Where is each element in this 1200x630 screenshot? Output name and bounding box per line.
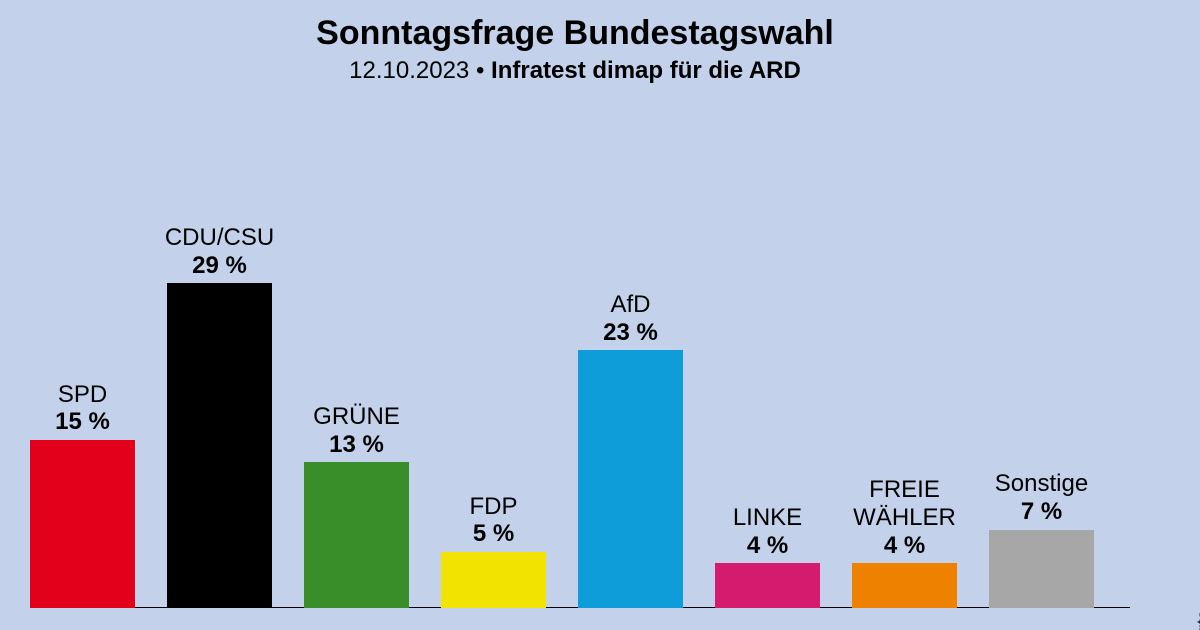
bar [167, 283, 272, 608]
party-value: 4 % [853, 532, 956, 560]
bar [578, 350, 683, 608]
chart-side-note: Telef. und Online-Panel-Befragung vom 10… [1194, 610, 1200, 630]
party-name: Sonstige [995, 470, 1088, 498]
party-value: 29 % [165, 252, 274, 280]
bar-labels: Sonstige7 % [995, 470, 1088, 525]
bar [989, 530, 1094, 608]
chart-subtitle: 12.10.2023 • Infratest dimap für die ARD [0, 57, 1150, 85]
bar-labels: FDP5 % [470, 493, 518, 548]
bar-labels: LINKE4 % [733, 504, 802, 559]
bar-slot: CDU/CSU29 % [167, 224, 272, 608]
bar-slot: FREIE WÄHLER4 % [852, 476, 957, 608]
bar [30, 440, 135, 608]
subtitle-source: Infratest dimap für die ARD [491, 57, 801, 84]
bar-slot: FDP5 % [441, 493, 546, 608]
bar-slot: SPD15 % [30, 381, 135, 608]
bar [441, 552, 546, 608]
party-value: 4 % [733, 532, 802, 560]
bar-slot: LINKE4 % [715, 504, 820, 608]
bar-slot: AfD23 % [578, 291, 683, 608]
party-value: 5 % [470, 520, 518, 548]
subtitle-separator: • [469, 57, 491, 84]
party-value: 7 % [995, 498, 1088, 526]
bar-slot: Sonstige7 % [989, 470, 1094, 608]
chart-header: Sonntagsfrage Bundestagswahl 12.10.2023 … [0, 14, 1150, 85]
party-name: AfD [603, 291, 658, 319]
party-name: FDP [470, 493, 518, 521]
party-name: FREIE WÄHLER [853, 476, 956, 531]
bar [715, 563, 820, 608]
party-name: SPD [55, 381, 110, 409]
party-value: 23 % [603, 319, 658, 347]
party-name: CDU/CSU [165, 224, 274, 252]
bar-labels: SPD15 % [55, 381, 110, 436]
bar-labels: CDU/CSU29 % [165, 224, 274, 279]
subtitle-date: 12.10.2023 [349, 57, 469, 84]
party-name: GRÜNE [313, 403, 400, 431]
party-value: 13 % [313, 431, 400, 459]
party-name: LINKE [733, 504, 802, 532]
chart-title: Sonntagsfrage Bundestagswahl [0, 14, 1150, 53]
bar-labels: GRÜNE13 % [313, 403, 400, 458]
party-value: 15 % [55, 408, 110, 436]
bar-labels: AfD23 % [603, 291, 658, 346]
bar [852, 563, 957, 608]
chart-plot-area: SPD15 % CDU/CSU29 % GRÜNE13 % FDP5 % AfD23 %… [30, 108, 1130, 608]
bar [304, 462, 409, 608]
bar-slot: GRÜNE13 % [304, 403, 409, 608]
bar-labels: FREIE WÄHLER4 % [853, 476, 956, 559]
